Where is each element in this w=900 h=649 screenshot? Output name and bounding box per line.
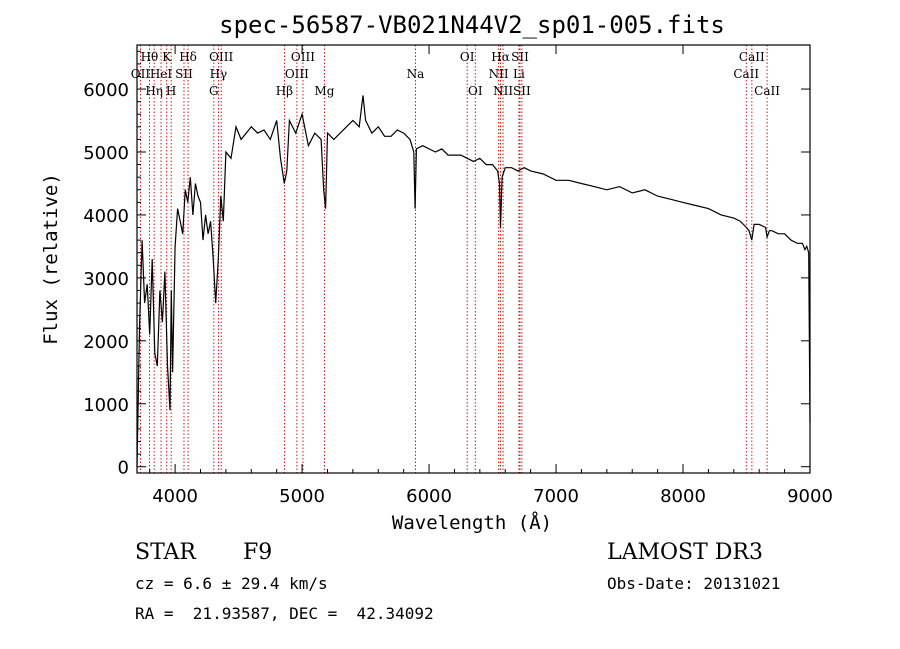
spectral-line-label: Hη	[145, 84, 163, 98]
y-tick-label: 3000	[83, 269, 129, 290]
spectral-line-label: OII	[131, 67, 151, 81]
y-axis-ticks: 0 1000 2000 3000 4000 5000 6000	[83, 50, 810, 479]
spectral-line-label: OI	[468, 84, 483, 98]
redshift-velocity: cz = 6.6 ± 29.4 km/s	[135, 574, 328, 593]
x-tick-label: 5000	[279, 486, 325, 507]
spectral-line-label: Na	[407, 67, 425, 81]
y-tick-label: 1000	[83, 395, 129, 416]
spectral-line-label: Hδ	[179, 50, 197, 64]
spectral-line-label: SII	[513, 84, 531, 98]
spectral-line-label: SII	[175, 67, 193, 81]
y-tick-label: 2000	[83, 332, 129, 353]
x-axis-ticks: 4000 5000 6000 7000 8000 9000	[149, 45, 833, 507]
spectral-line-label: CaII	[733, 67, 759, 81]
x-tick-label: 9000	[787, 486, 833, 507]
spectral-line-label: OI	[460, 50, 475, 64]
observation-date: Obs-Date: 20131021	[607, 574, 781, 593]
x-tick-label: 4000	[152, 486, 198, 507]
y-tick-label: 0	[118, 458, 129, 479]
x-tick-label: 8000	[660, 486, 706, 507]
spectral-line-label: Hθ	[141, 50, 159, 64]
chart-title: spec-56587-VB021N44V2_sp01-005.fits	[219, 11, 725, 39]
spectral-line-label: Li	[513, 67, 525, 81]
spectral-line-label: Mg	[314, 84, 334, 98]
spectral-line-markers	[139, 45, 768, 473]
spectral-line-label: CaII	[754, 84, 780, 98]
spectral-line-label: NII	[493, 84, 513, 98]
spectral-line-labels: Hθ OII Hη HeI K H SII Hδ G Hγ OIII Hβ OIII OIII Mg Na OI…	[131, 50, 780, 98]
spectral-line-label: NII	[489, 67, 509, 81]
y-tick-label: 4000	[83, 206, 129, 227]
x-axis-label: Wavelength (Å)	[392, 511, 552, 534]
spectral-subclass: F9	[243, 540, 273, 565]
spectral-line-label: OIII	[285, 67, 309, 81]
spectral-line-label: OIII	[291, 50, 315, 64]
y-axis-label: Flux (relative)	[40, 173, 62, 345]
coordinates: RA = 21.93587, DEC = 42.34092	[135, 604, 434, 623]
spectral-line-label: CaII	[739, 50, 765, 64]
spectral-line-label: SII	[511, 50, 529, 64]
object-class: STAR	[135, 540, 196, 565]
spectral-line-label: K	[162, 50, 172, 64]
x-tick-label: 6000	[406, 486, 452, 507]
y-tick-label: 6000	[83, 80, 129, 101]
survey-name: LAMOST DR3	[607, 540, 763, 565]
spectral-line-label: Hγ	[210, 67, 228, 81]
spectral-line-label: Hβ	[276, 84, 293, 98]
spectral-line-label: H	[166, 84, 176, 98]
x-tick-label: 7000	[533, 486, 579, 507]
y-tick-label: 5000	[83, 143, 129, 164]
spectral-line-label: Hα	[491, 50, 510, 64]
flux-series-line	[136, 95, 811, 467]
spectral-line-label: G	[209, 84, 219, 98]
spectral-line-label: HeI	[150, 67, 173, 81]
plot-frame	[136, 44, 811, 474]
spectral-line-label: OIII	[209, 50, 233, 64]
